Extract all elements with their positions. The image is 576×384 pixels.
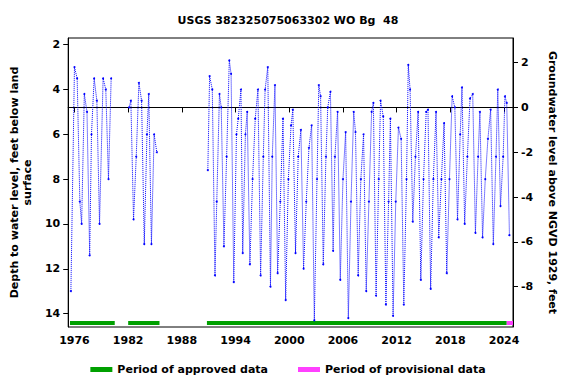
svg-text:-8: -8 (521, 280, 533, 293)
svg-text:2012: 2012 (381, 334, 412, 347)
svg-text:6: 6 (53, 128, 61, 141)
svg-text:2000: 2000 (274, 334, 305, 347)
svg-text:-4: -4 (521, 191, 534, 204)
svg-text:2024: 2024 (489, 334, 520, 347)
svg-text:Groundwater level above NGVD 1: Groundwater level above NGVD 1929, feet (546, 51, 559, 314)
svg-text:4: 4 (53, 83, 61, 96)
svg-text:1988: 1988 (167, 334, 198, 347)
svg-text:12: 12 (45, 262, 60, 275)
svg-text:1994: 1994 (220, 334, 251, 347)
svg-text:8: 8 (53, 173, 61, 186)
svg-text:-2: -2 (521, 146, 533, 159)
svg-text:-6: -6 (521, 235, 534, 248)
svg-text:Depth to water level, feet bel: Depth to water level, feet below land (8, 67, 21, 299)
svg-text:2018: 2018 (435, 334, 466, 347)
svg-text:Period of provisional data: Period of provisional data (325, 363, 486, 376)
svg-text:1982: 1982 (113, 334, 144, 347)
svg-text:2006: 2006 (328, 334, 359, 347)
svg-text:14: 14 (45, 307, 61, 320)
svg-text:USGS 382325075063302 WO Bg 48: USGS 382325075063302 WO Bg 48 (178, 14, 399, 27)
svg-text:2: 2 (521, 56, 529, 69)
svg-text:Period of approved data: Period of approved data (117, 363, 268, 376)
svg-text:surface: surface (21, 160, 34, 206)
svg-text:0: 0 (521, 101, 529, 114)
svg-text:2: 2 (53, 38, 61, 51)
svg-text:10: 10 (45, 217, 61, 230)
svg-text:1976: 1976 (59, 334, 90, 347)
